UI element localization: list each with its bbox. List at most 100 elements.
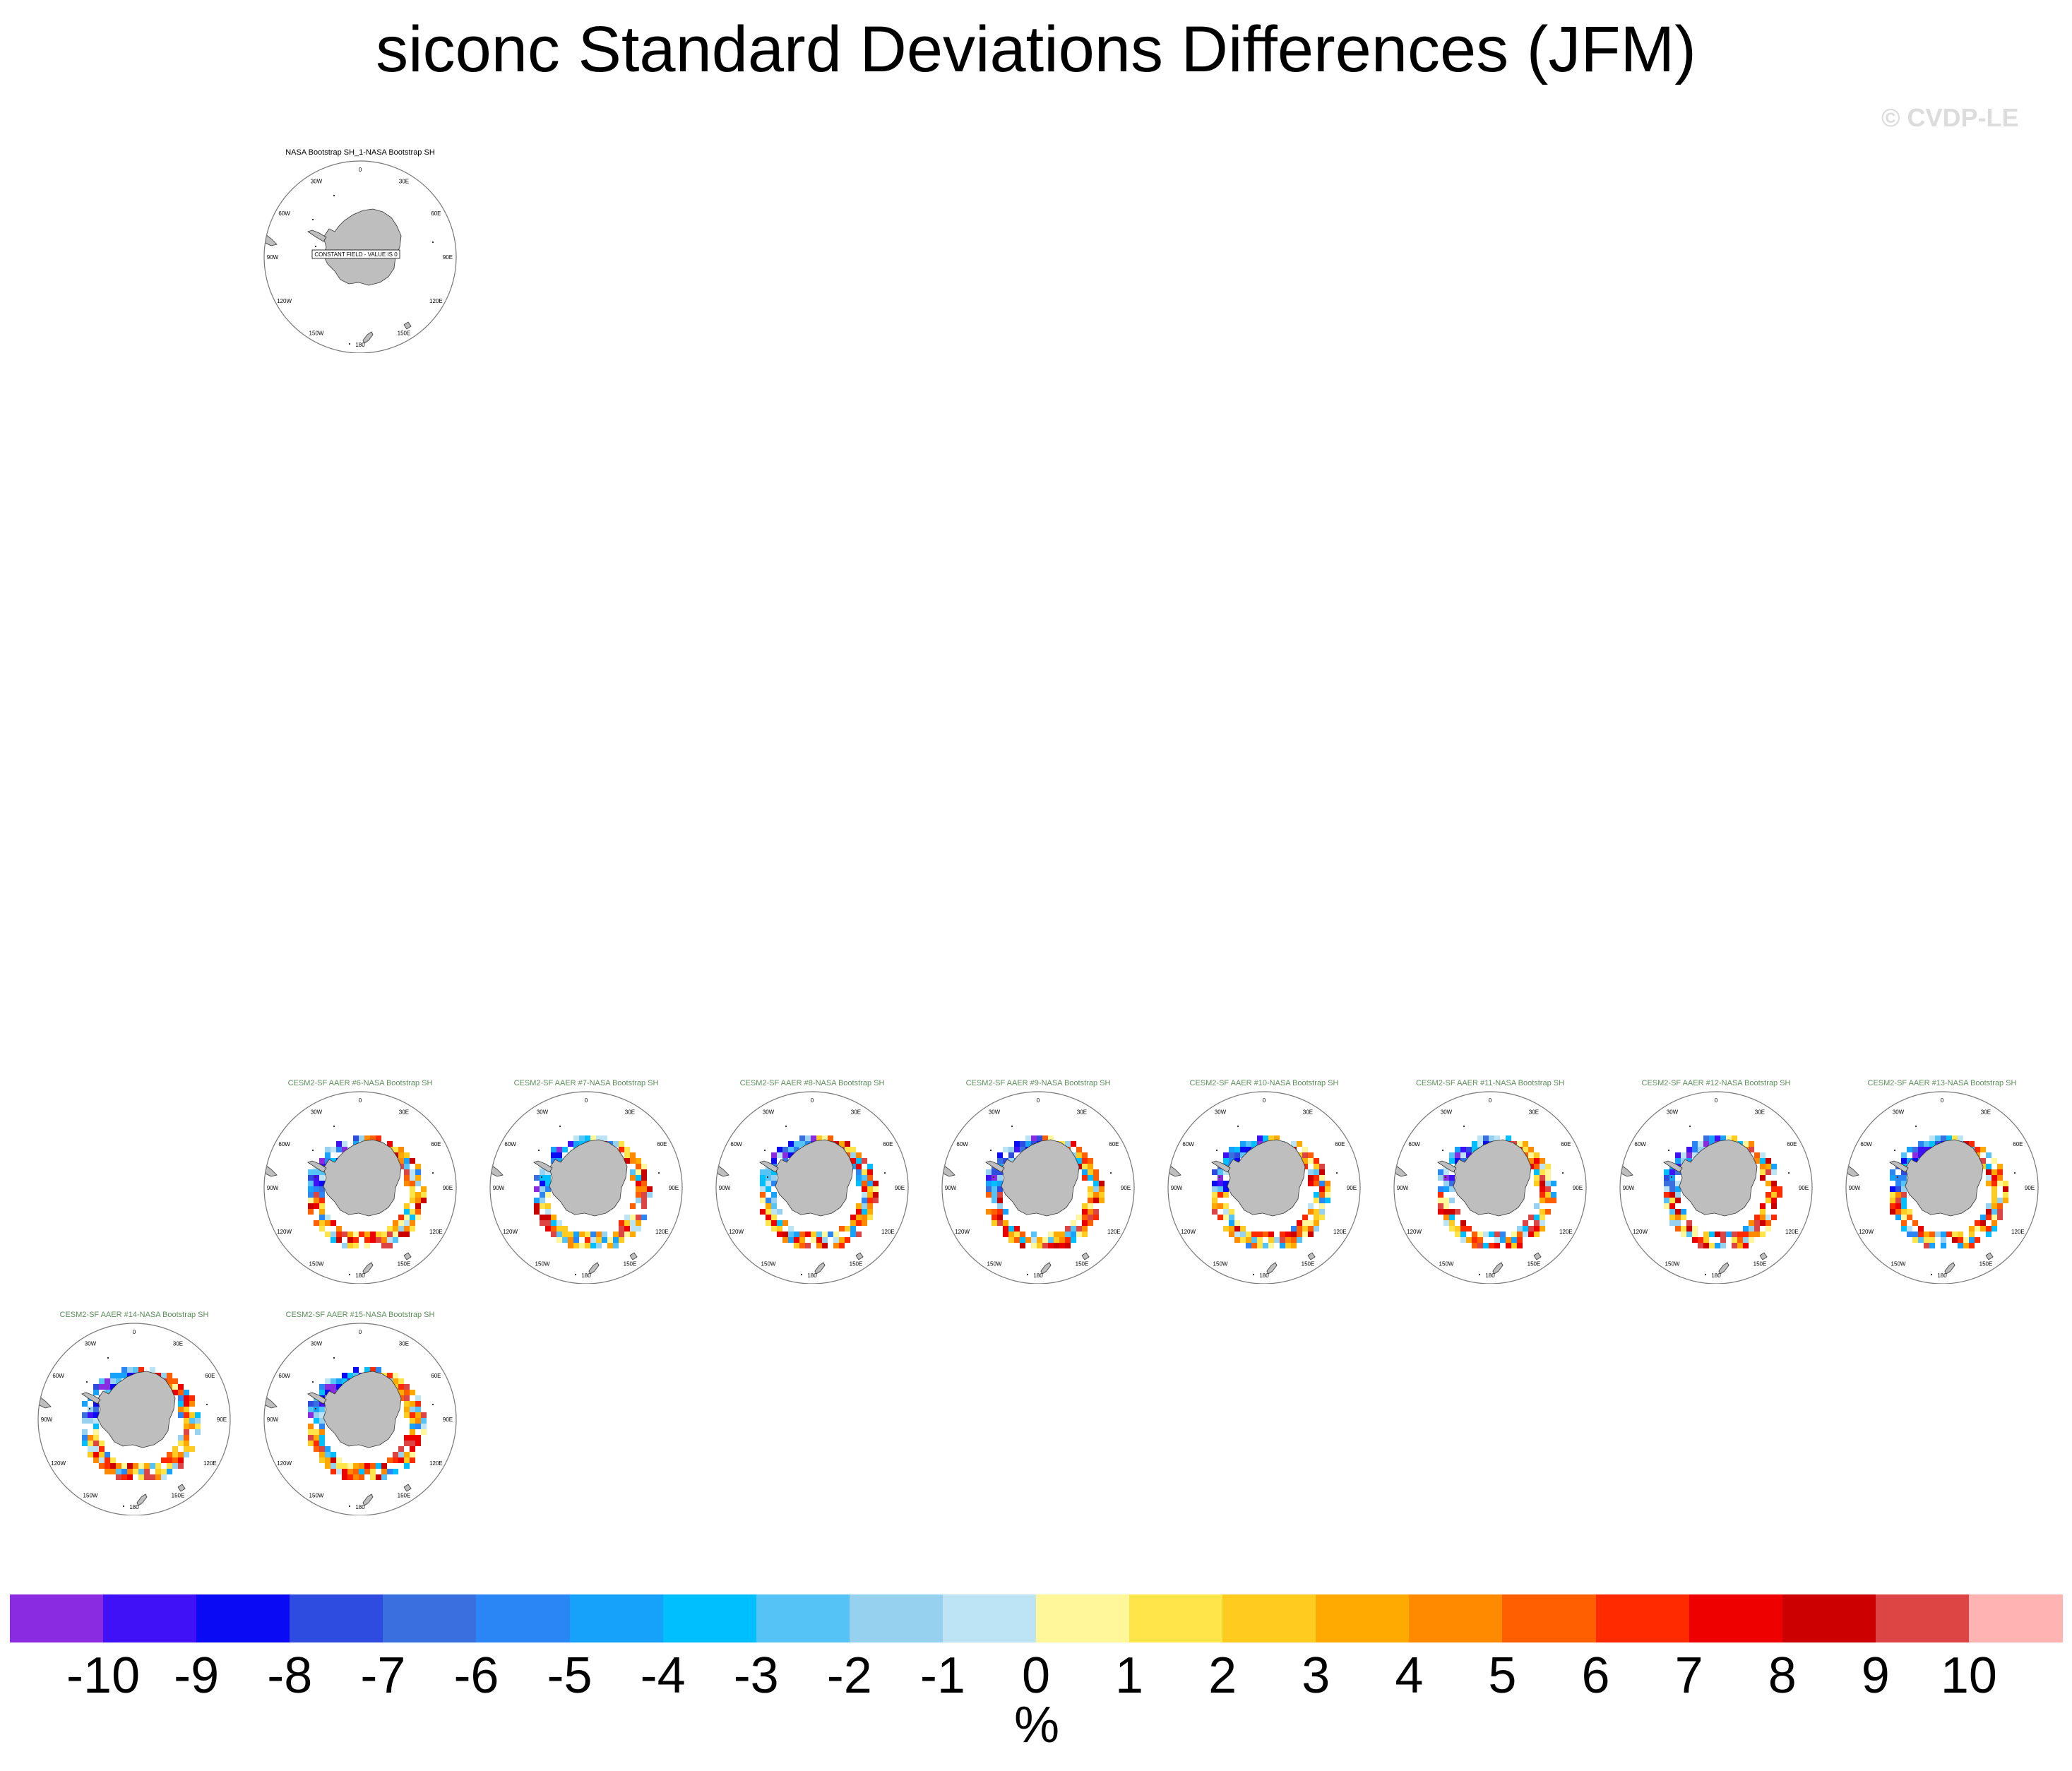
ice-cell xyxy=(1890,1203,1895,1209)
longitude-label: 150E xyxy=(624,1260,637,1267)
ice-cell xyxy=(540,1169,545,1175)
ice-cell xyxy=(602,1232,607,1237)
ice-cell xyxy=(347,1243,353,1248)
ice-cell xyxy=(314,1435,319,1441)
ice-cell xyxy=(873,1198,879,1203)
ice-cell xyxy=(1008,1147,1014,1152)
ice-cell xyxy=(1319,1215,1325,1220)
ice-cell xyxy=(1991,1220,1997,1226)
ice-cell xyxy=(1907,1158,1912,1164)
ice-cell xyxy=(799,1243,805,1248)
colorbar-tick-label: -5 xyxy=(547,1647,593,1704)
ice-cell xyxy=(1438,1203,1443,1209)
ice-cell xyxy=(766,1186,771,1192)
ice-cell xyxy=(364,1469,370,1474)
ice-cell xyxy=(545,1192,551,1198)
polar-map: 0 30E 60E 90E 120E 150E 180 150W 120W 90W 60W 30W CO… xyxy=(263,160,457,353)
ice-cell xyxy=(636,1192,641,1198)
ice-cell xyxy=(534,1175,540,1181)
ice-cell xyxy=(1969,1141,1975,1147)
ice-cell xyxy=(647,1192,653,1198)
ice-cell xyxy=(1912,1147,1918,1152)
longitude-label: 120W xyxy=(1181,1229,1196,1235)
ice-cell xyxy=(1777,1186,1782,1192)
ice-cell xyxy=(636,1226,641,1232)
ice-cell xyxy=(1093,1181,1099,1186)
ice-cell xyxy=(1720,1232,1726,1237)
colorbar-tick-label: -3 xyxy=(733,1647,779,1704)
ice-cell xyxy=(1540,1209,1545,1215)
ice-cell xyxy=(398,1226,404,1232)
antarctica-landmass xyxy=(1227,1139,1306,1217)
ice-cell xyxy=(1291,1243,1297,1248)
longitude-label: 30E xyxy=(1981,1109,1991,1116)
ice-cell xyxy=(88,1412,93,1418)
ice-cell xyxy=(624,1220,630,1226)
ice-cell xyxy=(997,1158,1003,1164)
polar-map: 0 30E 60E 90E 120E 150E 180 150W 120W 90W 60W 30W xyxy=(489,1091,683,1284)
ice-cell xyxy=(1743,1141,1749,1147)
ice-cell xyxy=(93,1441,99,1446)
ice-cell xyxy=(393,1457,398,1463)
ice-cell xyxy=(110,1457,116,1463)
ice-cell xyxy=(1766,1164,1771,1169)
map-panel: CESM2-SF AAER #14-NASA Bootstrap SH 0 30E 6… xyxy=(30,1311,239,1515)
longitude-label: 30W xyxy=(311,179,323,185)
ice-cell xyxy=(1991,1209,1997,1215)
longitude-label: 180 xyxy=(807,1272,817,1279)
ice-cell xyxy=(189,1418,195,1424)
antarctica-landmass xyxy=(323,1139,402,1217)
ice-cell xyxy=(1675,1152,1681,1158)
ice-cell xyxy=(766,1181,771,1186)
ice-cell xyxy=(1980,1220,1986,1226)
ice-cell xyxy=(1268,1232,1274,1237)
ice-cell xyxy=(319,1203,325,1209)
map-panel: CESM2-SF AAER #11-NASA Bootstrap SH 0 30E 6… xyxy=(1386,1079,1595,1284)
ice-cell xyxy=(1545,1186,1551,1192)
colorbar-tick-label: -6 xyxy=(453,1647,499,1704)
ice-cell xyxy=(93,1457,99,1463)
ice-cell xyxy=(777,1220,782,1226)
ice-cell xyxy=(1059,1243,1065,1248)
ice-cell xyxy=(1438,1186,1443,1192)
ice-cell xyxy=(1969,1226,1975,1232)
ice-cell xyxy=(1037,1243,1042,1248)
ice-cell xyxy=(178,1463,184,1469)
ice-cell xyxy=(1681,1152,1686,1158)
longitude-label: 60E xyxy=(431,1141,441,1147)
ice-cell xyxy=(782,1232,788,1237)
ice-cell xyxy=(1669,1209,1675,1215)
ice-cell xyxy=(568,1237,573,1243)
longitude-label: 0 xyxy=(585,1097,588,1104)
ice-cell xyxy=(1675,1226,1681,1232)
ice-cell xyxy=(410,1169,415,1175)
ice-cell xyxy=(845,1226,850,1232)
ice-cell xyxy=(319,1158,325,1164)
ice-cell xyxy=(1059,1237,1065,1243)
ice-cell xyxy=(393,1147,398,1152)
ice-cell xyxy=(404,1463,410,1469)
ice-cell xyxy=(1325,1186,1330,1192)
ice-cell xyxy=(986,1169,992,1175)
ice-cell xyxy=(1319,1209,1325,1215)
ice-cell xyxy=(1737,1243,1743,1248)
ice-cell xyxy=(1766,1220,1771,1226)
ice-cell xyxy=(1686,1147,1692,1152)
longitude-label: 30E xyxy=(851,1109,861,1116)
longitude-label: 0 xyxy=(1941,1097,1944,1104)
ice-cell xyxy=(1319,1192,1325,1198)
ice-cell xyxy=(540,1198,545,1203)
ice-cell xyxy=(178,1452,184,1457)
ice-cell xyxy=(997,1181,1003,1186)
ice-cell xyxy=(325,1446,331,1452)
ice-cell xyxy=(325,1147,331,1152)
ice-cell xyxy=(636,1158,641,1164)
ice-cell xyxy=(1308,1209,1314,1215)
ice-cell xyxy=(540,1192,545,1198)
ice-cell xyxy=(1223,1203,1229,1209)
ice-cell xyxy=(1082,1220,1088,1226)
ice-cell xyxy=(1246,1237,1251,1243)
ice-cell xyxy=(551,1158,556,1164)
polar-map: 0 30E 60E 90E 120E 150E 180 150W 120W 90W 60W 30W xyxy=(941,1091,1135,1284)
ice-cell xyxy=(1732,1243,1737,1248)
